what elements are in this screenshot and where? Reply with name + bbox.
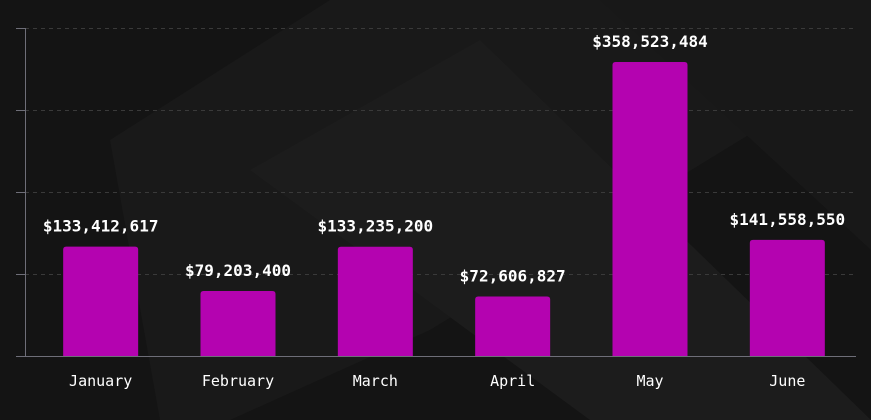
value-label-april: $72,606,827	[460, 266, 566, 285]
bar-january	[63, 246, 139, 356]
value-label-february: $79,203,400	[185, 261, 291, 280]
value-label-june: $141,558,550	[730, 210, 846, 229]
bar-april	[475, 296, 551, 356]
value-label-may: $358,523,484	[592, 32, 708, 51]
x-tick-label-march: March	[353, 372, 398, 390]
axes	[16, 28, 856, 357]
x-tick-label-april: April	[490, 372, 535, 390]
bar-february	[200, 291, 276, 356]
value-label-march: $133,235,200	[318, 217, 434, 236]
bars	[63, 62, 825, 356]
bar-may	[612, 62, 688, 356]
grid-lines	[25, 28, 856, 275]
x-tick-label-may: May	[636, 372, 663, 390]
value-labels: $133,412,617 $79,203,400 $133,235,200 $72,6…	[43, 32, 845, 285]
bar-june	[749, 239, 825, 356]
bar-march	[337, 246, 413, 356]
x-tick-labels: January February March April May June	[69, 372, 805, 390]
x-tick-label-january: January	[69, 372, 132, 390]
x-tick-label-february: February	[202, 372, 274, 390]
x-tick-label-june: June	[769, 372, 805, 390]
value-label-january: $133,412,617	[43, 217, 159, 236]
